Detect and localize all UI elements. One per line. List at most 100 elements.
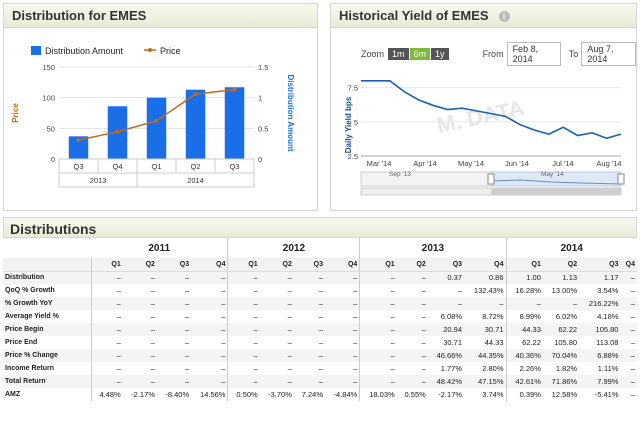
legend-price-label[interactable]: Price bbox=[160, 46, 181, 56]
info-icon[interactable]: i bbox=[498, 11, 510, 22]
table-cell: – bbox=[325, 310, 360, 323]
legend-distribution-label[interactable]: Distribution Amount bbox=[45, 46, 124, 56]
table-cell: – bbox=[156, 323, 192, 336]
table-cell: 0.50% bbox=[227, 388, 260, 401]
price-point[interactable] bbox=[232, 87, 237, 92]
navigator-right-handle[interactable] bbox=[617, 173, 625, 185]
table-cell: – bbox=[620, 284, 637, 297]
table-cell: 7.99% bbox=[579, 375, 621, 388]
x-axis-tick-label: May '14 bbox=[458, 159, 484, 168]
distribution-bar[interactable] bbox=[146, 97, 167, 159]
table-cell: – bbox=[293, 362, 326, 375]
table-cell: 4.18% bbox=[579, 310, 621, 323]
y-axis-tick-label: 5 bbox=[354, 118, 358, 127]
zoom-1y-button[interactable]: 1y bbox=[431, 48, 449, 60]
table-cell: – bbox=[156, 375, 192, 388]
table-row: % Growth YoY – – – – – – – – – – – – – –216.22% – bbox=[3, 297, 637, 310]
table-cell: – bbox=[122, 349, 157, 362]
table-cell: 8.99% bbox=[505, 310, 543, 323]
table-cell: – bbox=[259, 349, 294, 362]
table-row: Price Begin – – – – – – – – – –20.94 30.71 44.33 62.2… bbox=[3, 323, 637, 336]
table-cell: 30.71 bbox=[464, 323, 507, 336]
table-cell: 0.37 bbox=[427, 271, 465, 284]
quarter-header: Q3 bbox=[156, 258, 192, 272]
quarter-header: Q4 bbox=[325, 258, 360, 272]
table-cell: – bbox=[396, 297, 428, 310]
distribution-bar[interactable] bbox=[68, 136, 89, 159]
historical-yield-panel: Historical Yield of EMES i Zoom 1m 6m 1y … bbox=[330, 3, 637, 211]
historical-yield-panel-title: Historical Yield of EMES i bbox=[331, 4, 636, 28]
row-label: Price % Change bbox=[3, 349, 91, 362]
right-axis-label: Distribution Amount bbox=[286, 74, 295, 151]
to-date-input[interactable]: Aug 7, 2014 bbox=[581, 42, 636, 66]
table-cell: 44.33 bbox=[505, 323, 543, 336]
quarter-header: Q1 bbox=[359, 258, 397, 272]
x-axis-tick-label: Mar '14 bbox=[367, 159, 392, 168]
table-cell: 132.43% bbox=[464, 284, 507, 297]
table-cell: – bbox=[191, 297, 228, 310]
year-header: 2014 bbox=[505, 238, 637, 258]
table-cell: – bbox=[464, 297, 507, 310]
year-header: 2011 bbox=[91, 238, 228, 258]
year-header-row: 2011 2012 2013 2014 bbox=[3, 238, 637, 258]
table-cell: – bbox=[90, 297, 123, 310]
table-cell: – bbox=[227, 349, 260, 362]
table-cell: – bbox=[227, 284, 260, 297]
table-cell: 44.35% bbox=[464, 349, 507, 362]
table-cell: – bbox=[396, 336, 428, 349]
table-cell: – bbox=[620, 375, 637, 388]
table-cell: – bbox=[259, 323, 294, 336]
price-point[interactable] bbox=[115, 129, 120, 134]
table-cell: 1.00 bbox=[505, 271, 543, 284]
table-cell: 70.04% bbox=[542, 349, 580, 362]
table-cell: – bbox=[293, 349, 326, 362]
table-cell: – bbox=[259, 336, 294, 349]
table-cell: 30.71 bbox=[427, 336, 465, 349]
yield-line bbox=[361, 80, 622, 140]
table-cell: – bbox=[359, 297, 397, 310]
table-cell: – bbox=[396, 375, 428, 388]
price-point[interactable] bbox=[193, 92, 198, 97]
navigator-scrollbar-thumb[interactable] bbox=[491, 188, 621, 195]
table-cell: -2.17% bbox=[427, 388, 465, 401]
price-point[interactable] bbox=[76, 138, 81, 143]
table-cell: 6.02% bbox=[542, 310, 580, 323]
distribution-bar[interactable] bbox=[185, 89, 206, 159]
y-axis-tick-label: 2.5 bbox=[348, 152, 358, 161]
table-cell: 12.58% bbox=[542, 388, 580, 401]
table-cell: 40.36% bbox=[505, 349, 543, 362]
table-cell: -5.41% bbox=[579, 388, 621, 401]
navigator-left-handle[interactable] bbox=[487, 173, 495, 185]
table-cell: – bbox=[396, 362, 428, 375]
quarter-header: Q1 bbox=[90, 258, 123, 272]
table-cell: 48.42% bbox=[427, 375, 465, 388]
zoom-1m-button[interactable]: 1m bbox=[388, 48, 409, 60]
table-cell: – bbox=[90, 336, 123, 349]
distribution-bar[interactable] bbox=[224, 87, 245, 159]
row-label: AMZ bbox=[3, 388, 91, 401]
table-cell: – bbox=[191, 323, 228, 336]
table-cell: 62.22 bbox=[542, 323, 580, 336]
table-cell: – bbox=[325, 271, 360, 284]
legend-distribution-swatch bbox=[31, 46, 41, 55]
quarter-header: Q1 bbox=[505, 258, 543, 272]
price-point[interactable] bbox=[154, 118, 159, 123]
from-date-input[interactable]: Feb 8, 2014 bbox=[506, 42, 561, 66]
category-tick-label: Q4 bbox=[112, 162, 122, 171]
table-cell: 3.74% bbox=[464, 388, 507, 401]
table-cell: – bbox=[90, 310, 123, 323]
left-axis-tick-label: 100 bbox=[42, 94, 55, 103]
table-row: Price % Change – – – – – – – – – –46.66% 44.35% 40.3… bbox=[3, 349, 637, 362]
distribution-panel-title: Distribution for EMES bbox=[4, 4, 317, 28]
table-cell: – bbox=[359, 271, 397, 284]
table-cell: – bbox=[122, 284, 157, 297]
table-cell: – bbox=[396, 310, 428, 323]
table-cell: – bbox=[505, 297, 543, 310]
table-corner-cell bbox=[3, 238, 91, 258]
zoom-6m-button[interactable]: 6m bbox=[409, 48, 431, 60]
quarter-header: Q1 bbox=[227, 258, 260, 272]
y-axis-label: Daily Yield bps bbox=[344, 96, 353, 153]
quarter-header: Q2 bbox=[542, 258, 580, 272]
right-axis-tick-label: 0 bbox=[258, 155, 262, 164]
navigator-label: May '14 bbox=[541, 171, 564, 178]
